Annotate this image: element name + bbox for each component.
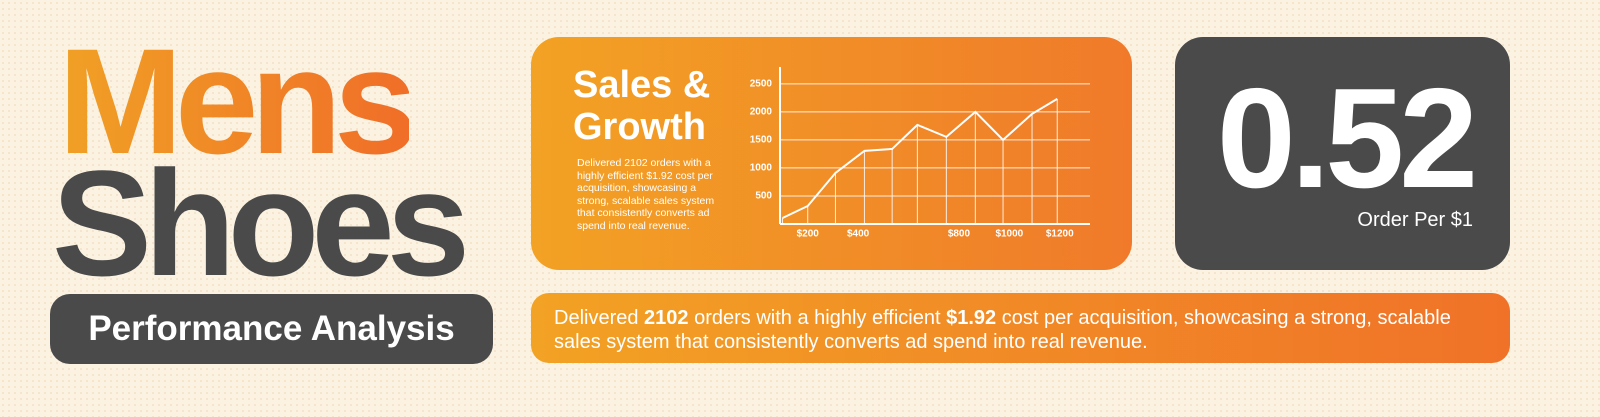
title-line: Mens <box>58 17 417 185</box>
x-tick-label: $1000 <box>995 229 1023 240</box>
chart-title: Sales & Growth <box>573 64 711 148</box>
badge: Performance Analysis <box>50 294 493 364</box>
y-tick-label: 2000 <box>750 106 773 117</box>
stat-value: 0.52 <box>1216 59 1478 218</box>
chart-description: Delivered 2102 orders with a highly effi… <box>577 157 715 232</box>
x-tick-label: $800 <box>948 229 971 240</box>
title-line: Shoes <box>52 139 470 307</box>
y-tick-label: 1500 <box>750 135 773 146</box>
line <box>782 97 1058 219</box>
stat-card <box>1175 37 1510 270</box>
x-tick-label: $400 <box>847 229 870 240</box>
summary-part: Delivered <box>554 307 645 329</box>
x-tick-label: $1200 <box>1046 229 1074 240</box>
y-tick-label: 500 <box>755 191 772 202</box>
y-tick-label: 1000 <box>750 163 773 174</box>
summary-part: 2102 <box>644 307 689 329</box>
x-tick-label: $200 <box>797 229 820 240</box>
summary-text: Delivered 2102 orders with a highly effi… <box>554 306 1484 354</box>
summary-part: orders with a highly efficient <box>688 307 947 329</box>
summary-card <box>531 293 1510 363</box>
summary-part: cost per acquisition, showcasing a stron… <box>554 307 1451 353</box>
y-tick-label: 2500 <box>750 78 773 89</box>
summary-part: $1.92 <box>946 307 997 329</box>
stat-label: Order Per $1 <box>1357 209 1473 231</box>
